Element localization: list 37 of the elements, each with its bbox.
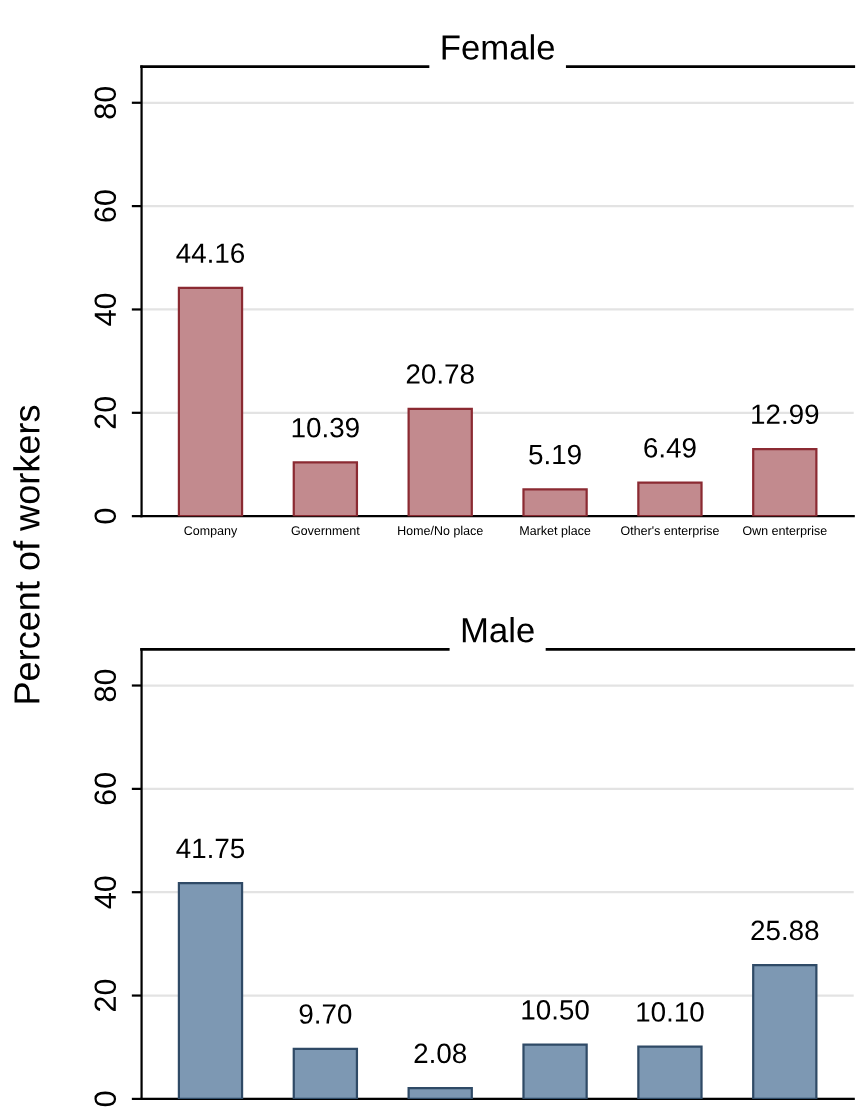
y-tick-label: 60	[94, 190, 117, 222]
bar	[637, 1045, 703, 1099]
chart-title: Female	[442, 34, 554, 60]
y-tick-label: 0	[94, 1091, 117, 1107]
bar	[292, 461, 359, 517]
y-tick-label: 20	[94, 979, 117, 1012]
data-label: 12.99	[752, 404, 819, 425]
bar	[177, 286, 244, 517]
data-label: 5.19	[529, 444, 581, 465]
bar	[752, 964, 818, 1099]
data-label: 9.70	[299, 1004, 352, 1024]
y-tick-label: 0	[94, 508, 117, 524]
y-tick-label: 20	[94, 397, 117, 429]
bar	[522, 488, 588, 517]
data-label: 41.75	[176, 838, 245, 859]
data-label: 20.78	[406, 364, 474, 384]
data-label: 44.16	[176, 243, 245, 264]
data-label: 10.39	[292, 417, 359, 438]
bar	[522, 1043, 588, 1099]
data-label: 2.08	[414, 1043, 467, 1064]
data-label: 6.49	[644, 438, 696, 458]
chart-title: Male	[462, 616, 534, 643]
y-tick-label: 40	[94, 876, 117, 909]
y-tick-label: 40	[94, 293, 117, 326]
bar	[407, 1087, 473, 1099]
data-label: 25.88	[751, 920, 819, 941]
data-label: 10.10	[637, 1002, 704, 1022]
y-tick-label: 60	[94, 773, 117, 805]
data-label: 10.50	[522, 1000, 589, 1020]
y-axis-title: Percent of workers	[13, 405, 40, 703]
y-tick-label: 80	[94, 669, 117, 702]
bar	[177, 882, 244, 1099]
bar	[292, 1047, 359, 1099]
bar	[752, 447, 818, 517]
bar	[637, 481, 703, 517]
bar	[407, 407, 473, 517]
y-tick-label: 80	[94, 86, 117, 119]
